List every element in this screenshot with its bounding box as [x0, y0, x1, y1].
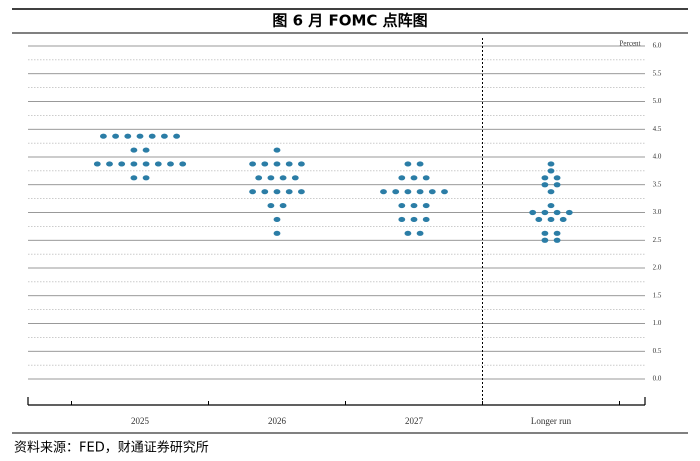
dot	[410, 216, 418, 223]
dot	[273, 147, 281, 153]
dot	[410, 175, 418, 181]
y-tick-label: 4.0	[653, 153, 662, 161]
dot	[547, 216, 555, 223]
dot	[261, 189, 269, 195]
x-tick-label: 2027	[405, 416, 424, 426]
dot	[380, 189, 387, 195]
dot	[422, 175, 430, 181]
x-tick-label: Longer run	[531, 416, 572, 426]
dot	[398, 202, 406, 209]
dot	[565, 209, 573, 216]
chart-title: 图 6 月 FOMC 点阵图	[272, 12, 427, 30]
dot	[285, 189, 293, 195]
dot	[93, 161, 101, 167]
dot	[410, 202, 418, 209]
dot	[273, 161, 281, 167]
dot	[130, 147, 138, 153]
dot	[148, 133, 156, 139]
dot	[398, 175, 406, 181]
dot	[298, 189, 305, 195]
dot	[267, 202, 275, 209]
dot	[547, 161, 555, 167]
dot	[404, 230, 412, 236]
y-tick-label: 3.0	[653, 208, 662, 216]
dot	[136, 133, 144, 139]
dot	[547, 202, 555, 209]
y-tick-label: 2.5	[653, 236, 662, 244]
dot	[416, 230, 424, 236]
y-tick-label: 5.5	[653, 69, 662, 77]
y-tick-label: 0.5	[653, 347, 662, 355]
dot	[559, 216, 567, 223]
dot	[273, 230, 281, 236]
y-tick-label: 1.5	[653, 291, 662, 299]
dot	[535, 216, 543, 223]
dot	[100, 133, 107, 139]
dot	[553, 175, 561, 181]
dot	[541, 182, 549, 188]
x-tick-label: 2025	[131, 416, 150, 426]
y-tick-label: 3.5	[653, 180, 662, 188]
dot	[179, 161, 187, 167]
dot	[404, 161, 412, 167]
dot	[279, 175, 287, 181]
dot	[106, 161, 113, 167]
y-axis-label: Percent	[620, 40, 641, 48]
dot	[553, 182, 561, 188]
dot	[441, 189, 448, 195]
dot	[273, 216, 281, 223]
dot	[173, 133, 181, 139]
dot	[541, 175, 549, 181]
dot	[273, 189, 281, 195]
dot	[167, 161, 174, 167]
dot	[422, 202, 430, 209]
dot	[422, 216, 430, 223]
dot	[130, 161, 138, 167]
dot	[416, 161, 424, 167]
y-tick-label: 5.0	[653, 97, 662, 105]
dot	[404, 189, 412, 195]
dot	[249, 161, 256, 167]
dot	[529, 209, 537, 216]
dot	[285, 161, 293, 167]
dot	[118, 161, 126, 167]
dot	[142, 161, 150, 167]
dot	[255, 175, 263, 181]
dot	[541, 237, 549, 243]
dot	[142, 175, 150, 181]
y-tick-label: 1.0	[653, 319, 662, 327]
dot	[416, 189, 424, 195]
dot	[124, 133, 132, 139]
dot	[161, 133, 168, 139]
dot	[279, 202, 287, 209]
dot	[541, 209, 549, 216]
dot	[553, 230, 561, 236]
y-tick-label: 2.0	[653, 264, 662, 272]
dot	[547, 189, 555, 195]
dot	[398, 216, 406, 223]
dot	[142, 147, 150, 153]
dot	[130, 175, 138, 181]
x-tick-label: 2026	[268, 416, 287, 426]
dot	[291, 175, 299, 181]
dot	[298, 161, 305, 167]
y-tick-label: 6.0	[653, 42, 662, 50]
dot	[547, 168, 555, 174]
dot	[112, 133, 119, 139]
dot	[541, 230, 549, 236]
y-tick-label: 4.5	[653, 125, 662, 133]
dot	[428, 189, 436, 195]
dot	[267, 175, 275, 181]
dot	[249, 189, 256, 195]
dot	[553, 209, 561, 216]
y-tick-label: 0.0	[653, 375, 662, 383]
dot	[154, 161, 162, 167]
source: 资料来源：FED，财通证券研究所	[14, 440, 209, 456]
dot	[553, 237, 561, 243]
dot	[261, 161, 269, 167]
dot	[392, 189, 400, 195]
